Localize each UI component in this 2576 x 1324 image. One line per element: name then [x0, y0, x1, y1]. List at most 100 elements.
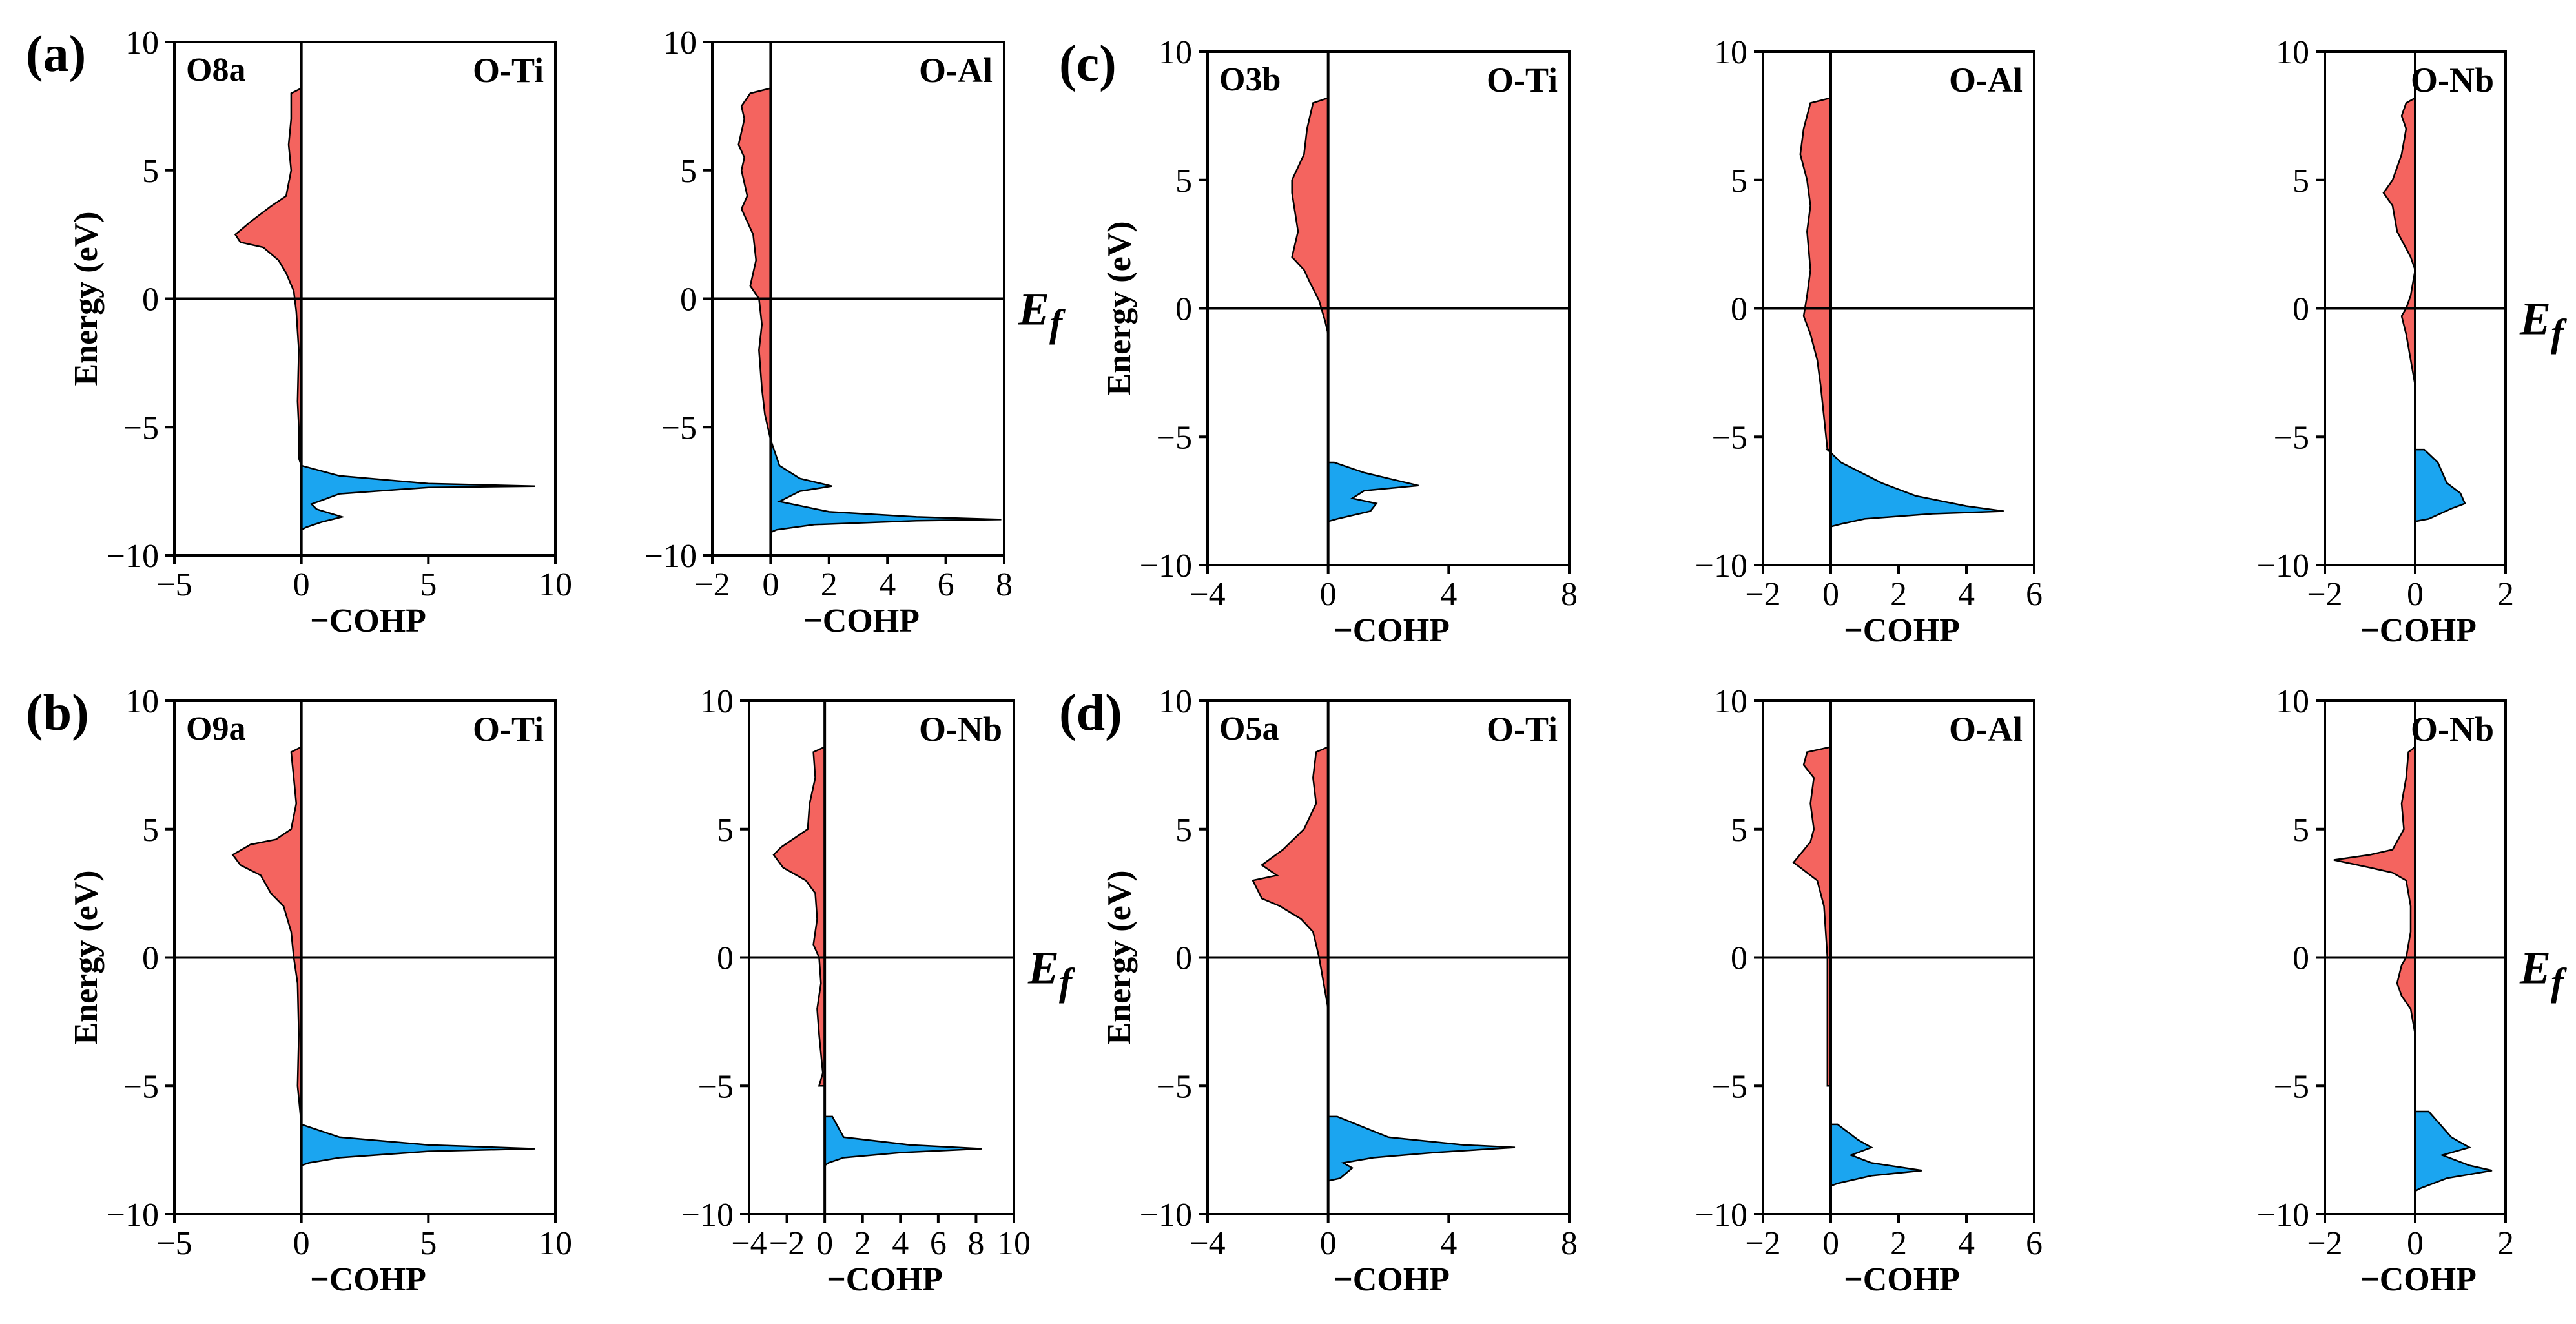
x-axis-label: −COHP [803, 603, 920, 639]
x-tick-label: 4 [1958, 1225, 1975, 1262]
y-tick-label: 0 [1731, 940, 1747, 977]
bonding-area [1327, 1115, 1516, 1182]
y-tick-label: 5 [1731, 812, 1747, 849]
x-tick-label: 10 [997, 1225, 1031, 1262]
y-tick-label: 10 [663, 25, 697, 61]
x-tick-label: 0 [1320, 1225, 1337, 1262]
x-tick-label: 0 [1822, 1225, 1839, 1262]
x-tick-label: 8 [996, 566, 1013, 603]
fermi-label: Ef [1027, 942, 1075, 1004]
y-tick-label: −10 [1140, 548, 1192, 584]
bond-label: O-Nb [2411, 710, 2494, 749]
x-tick-label: 2 [1890, 1225, 1907, 1262]
site-label: O3b [1219, 61, 1281, 98]
y-tick-label: −10 [681, 1197, 734, 1234]
x-tick-label: −2 [1745, 1225, 1780, 1262]
antibonding-area [772, 745, 826, 1087]
y-tick-label: −5 [2274, 1068, 2309, 1105]
y-tick-label: 0 [680, 282, 697, 318]
x-tick-label: −2 [2307, 576, 2342, 613]
x-tick-label: 0 [816, 1225, 833, 1262]
x-tick-label: 4 [892, 1225, 909, 1262]
bond-label: O-Ti [1487, 61, 1558, 99]
x-tick-label: 0 [293, 566, 310, 603]
x-tick-label: 4 [1958, 576, 1975, 613]
x-tick-label: 0 [1822, 576, 1839, 613]
y-tick-label: 5 [2293, 812, 2309, 849]
y-tick-label: −5 [123, 1068, 159, 1105]
y-tick-label: −10 [107, 538, 159, 575]
y-tick-label: −10 [2257, 1197, 2309, 1234]
x-tick-label: 0 [2407, 576, 2424, 613]
y-tick-label: 10 [1159, 683, 1192, 720]
y-tick-label: 10 [700, 683, 734, 720]
bonding-area [300, 1123, 535, 1167]
x-tick-label: 0 [762, 566, 779, 603]
x-tick-label: −2 [1745, 576, 1780, 613]
x-tick-label: 2 [1890, 576, 1907, 613]
x-tick-label: 10 [539, 566, 572, 603]
antibonding-area [231, 745, 302, 1125]
antibonding-area [737, 87, 772, 440]
y-tick-label: 10 [2276, 683, 2309, 720]
site-label: O8a [186, 52, 245, 88]
y-tick-label: −10 [1695, 1197, 1747, 1234]
y-tick-label: 5 [1731, 163, 1747, 200]
antibonding-area [2333, 745, 2416, 1035]
bond-label: O-Nb [919, 710, 1002, 749]
y-tick-label: −5 [123, 409, 159, 446]
y-tick-label: −5 [1157, 1068, 1192, 1105]
y-tick-label: 10 [1159, 34, 1192, 71]
y-tick-label: 5 [680, 153, 697, 190]
y-tick-label: 0 [2293, 940, 2309, 977]
x-axis-label: −COHP [1334, 612, 1450, 649]
x-tick-label: 6 [2026, 576, 2043, 613]
bonding-area [297, 457, 535, 532]
site-label: O5a [1219, 710, 1279, 747]
y-tick-label: 5 [717, 812, 734, 849]
x-axis-label: −COHP [2360, 1261, 2477, 1298]
x-tick-label: 0 [1320, 576, 1337, 613]
y-tick-label: −5 [1712, 419, 1747, 456]
site-label: O9a [186, 710, 245, 747]
panel-label: (a) [26, 26, 86, 83]
y-axis-label: Energy (eV) [1101, 870, 1138, 1044]
x-axis-label: −COHP [1844, 1261, 1960, 1298]
bond-label: O-Al [919, 51, 993, 90]
bonding-area [1825, 448, 2004, 528]
bonding-area [2414, 448, 2466, 522]
y-tick-label: −5 [661, 409, 697, 446]
y-tick-label: −5 [2274, 419, 2309, 456]
x-tick-label: 8 [1561, 576, 1578, 613]
y-tick-label: −5 [698, 1068, 734, 1105]
y-tick-label: 0 [142, 282, 159, 318]
fermi-label: Ef [1018, 284, 1066, 345]
fermi-label: Ef [2519, 942, 2567, 1004]
y-tick-label: −10 [107, 1197, 159, 1234]
y-tick-label: 10 [1714, 34, 1747, 71]
x-tick-label: 4 [1440, 576, 1457, 613]
antibonding-area [1291, 96, 1329, 437]
y-tick-label: −5 [1157, 419, 1192, 456]
y-tick-label: 0 [1175, 940, 1192, 977]
x-axis-label: −COHP [2360, 612, 2477, 649]
y-tick-label: −10 [1140, 1197, 1192, 1234]
y-axis-label: Energy (eV) [1101, 221, 1138, 395]
x-tick-label: 2 [854, 1225, 871, 1262]
x-tick-label: 0 [293, 1225, 310, 1262]
x-tick-label: 8 [1561, 1225, 1578, 1262]
x-axis-label: −COHP [310, 603, 426, 639]
y-tick-label: 0 [717, 940, 734, 977]
y-axis-label: Energy (eV) [68, 870, 105, 1044]
fermi-label: Ef [2519, 293, 2567, 355]
panel-label: (b) [26, 685, 89, 741]
y-tick-label: 5 [1175, 163, 1192, 200]
y-axis-label: Energy (eV) [68, 211, 105, 386]
x-axis-label: −COHP [827, 1261, 943, 1298]
x-tick-label: −2 [2307, 1225, 2342, 1262]
y-tick-label: 0 [1175, 291, 1192, 328]
x-tick-label: 2 [821, 566, 838, 603]
y-tick-label: −10 [2257, 548, 2309, 584]
x-tick-label: 6 [930, 1225, 947, 1262]
